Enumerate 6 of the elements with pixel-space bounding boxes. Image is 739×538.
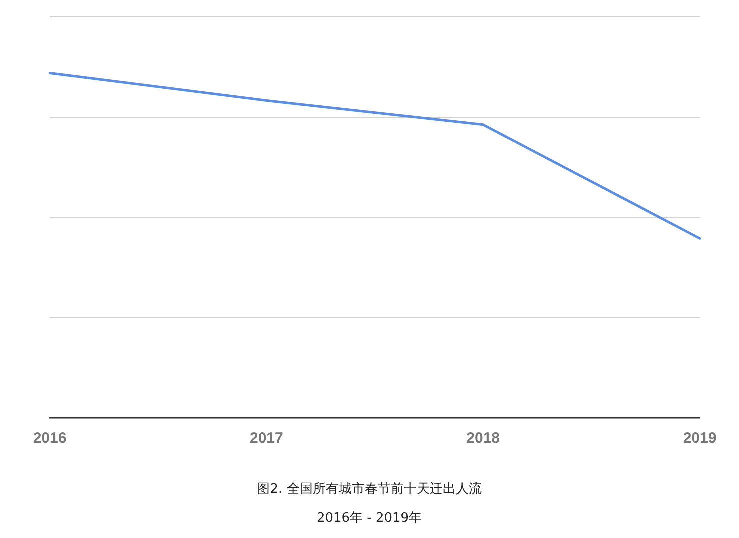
x-tick-label: 2019 xyxy=(683,430,717,448)
x-tick-label: 2018 xyxy=(466,430,500,448)
x-tick-label: 2017 xyxy=(250,430,284,448)
text: 2016年 - 2019年 xyxy=(316,510,424,527)
x-tick-label: 2016 xyxy=(33,430,67,448)
text: 图2. 全国所有城市春节前十天迁出人流 xyxy=(256,481,483,498)
